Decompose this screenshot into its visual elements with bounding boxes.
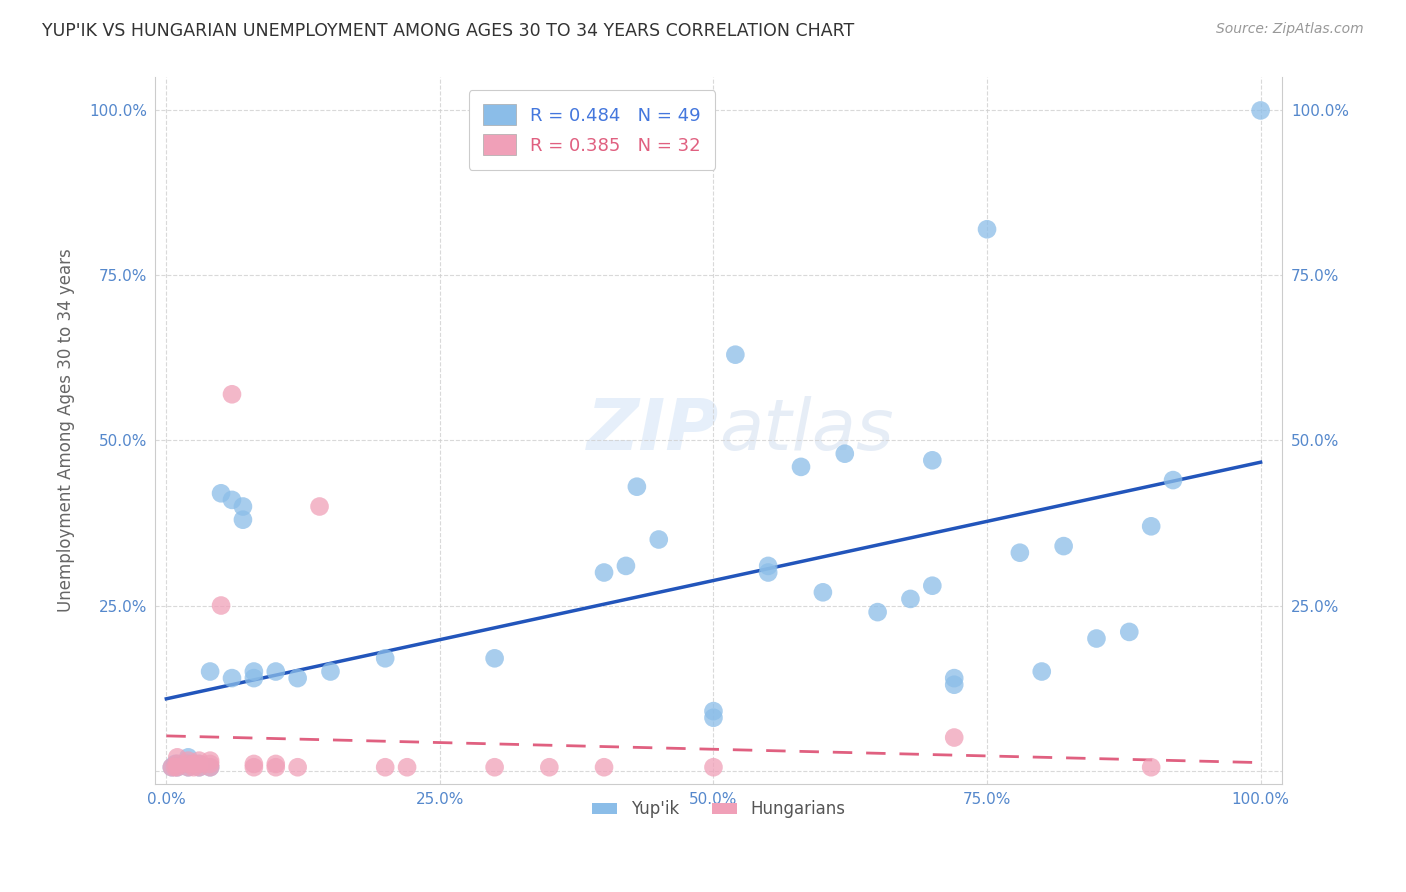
Point bbox=[183, 756, 205, 771]
Point bbox=[177, 754, 200, 768]
Point bbox=[177, 760, 200, 774]
Point bbox=[177, 760, 200, 774]
Point bbox=[834, 447, 856, 461]
Point bbox=[160, 760, 183, 774]
Point bbox=[243, 665, 266, 679]
Point bbox=[198, 756, 221, 771]
Point bbox=[702, 711, 724, 725]
Point bbox=[484, 651, 506, 665]
Text: ZIP: ZIP bbox=[586, 396, 718, 465]
Point bbox=[165, 760, 187, 774]
Point bbox=[232, 513, 254, 527]
Point bbox=[287, 671, 309, 685]
Point bbox=[166, 750, 188, 764]
Point bbox=[183, 760, 205, 774]
Point bbox=[308, 500, 330, 514]
Point bbox=[243, 671, 266, 685]
Point bbox=[374, 651, 396, 665]
Point bbox=[166, 760, 188, 774]
Point bbox=[209, 599, 232, 613]
Point bbox=[396, 760, 419, 774]
Point bbox=[1250, 103, 1272, 118]
Point bbox=[900, 591, 922, 606]
Point bbox=[166, 756, 188, 771]
Text: atlas: atlas bbox=[718, 396, 894, 465]
Point bbox=[866, 605, 889, 619]
Point bbox=[1008, 546, 1031, 560]
Point bbox=[921, 579, 943, 593]
Point bbox=[232, 500, 254, 514]
Point bbox=[319, 665, 342, 679]
Point bbox=[177, 756, 200, 771]
Point bbox=[166, 756, 188, 771]
Point bbox=[264, 756, 287, 771]
Point bbox=[943, 678, 966, 692]
Point bbox=[614, 558, 637, 573]
Point bbox=[221, 671, 243, 685]
Point bbox=[188, 756, 211, 771]
Text: Source: ZipAtlas.com: Source: ZipAtlas.com bbox=[1216, 22, 1364, 37]
Point bbox=[188, 754, 211, 768]
Point bbox=[198, 760, 221, 774]
Point bbox=[1085, 632, 1108, 646]
Point bbox=[976, 222, 998, 236]
Point bbox=[1118, 624, 1140, 639]
Point bbox=[626, 480, 648, 494]
Point bbox=[177, 756, 200, 771]
Point bbox=[264, 665, 287, 679]
Point bbox=[943, 671, 966, 685]
Point bbox=[538, 760, 561, 774]
Point bbox=[756, 558, 779, 573]
Point bbox=[724, 348, 747, 362]
Point bbox=[188, 756, 211, 771]
Point bbox=[243, 760, 266, 774]
Text: YUP'IK VS HUNGARIAN UNEMPLOYMENT AMONG AGES 30 TO 34 YEARS CORRELATION CHART: YUP'IK VS HUNGARIAN UNEMPLOYMENT AMONG A… bbox=[42, 22, 855, 40]
Point bbox=[221, 492, 243, 507]
Point bbox=[221, 387, 243, 401]
Point bbox=[198, 665, 221, 679]
Point bbox=[756, 566, 779, 580]
Point bbox=[1031, 665, 1053, 679]
Point bbox=[198, 754, 221, 768]
Point bbox=[1161, 473, 1184, 487]
Point bbox=[790, 459, 813, 474]
Y-axis label: Unemployment Among Ages 30 to 34 years: Unemployment Among Ages 30 to 34 years bbox=[58, 249, 75, 613]
Point bbox=[484, 760, 506, 774]
Point bbox=[177, 750, 200, 764]
Point bbox=[1140, 519, 1163, 533]
Point bbox=[811, 585, 834, 599]
Point bbox=[943, 731, 966, 745]
Point bbox=[209, 486, 232, 500]
Point bbox=[374, 760, 396, 774]
Point bbox=[166, 760, 188, 774]
Point bbox=[1052, 539, 1074, 553]
Point bbox=[188, 760, 211, 774]
Point bbox=[593, 566, 616, 580]
Point bbox=[165, 756, 187, 771]
Point bbox=[188, 760, 211, 774]
Point bbox=[243, 756, 266, 771]
Point bbox=[702, 704, 724, 718]
Point bbox=[702, 760, 724, 774]
Point bbox=[1140, 760, 1163, 774]
Point bbox=[160, 760, 183, 774]
Point bbox=[921, 453, 943, 467]
Legend: Yup'ik, Hungarians: Yup'ik, Hungarians bbox=[586, 794, 852, 825]
Point bbox=[198, 760, 221, 774]
Point bbox=[264, 760, 287, 774]
Point bbox=[593, 760, 616, 774]
Point bbox=[287, 760, 309, 774]
Point bbox=[648, 533, 671, 547]
